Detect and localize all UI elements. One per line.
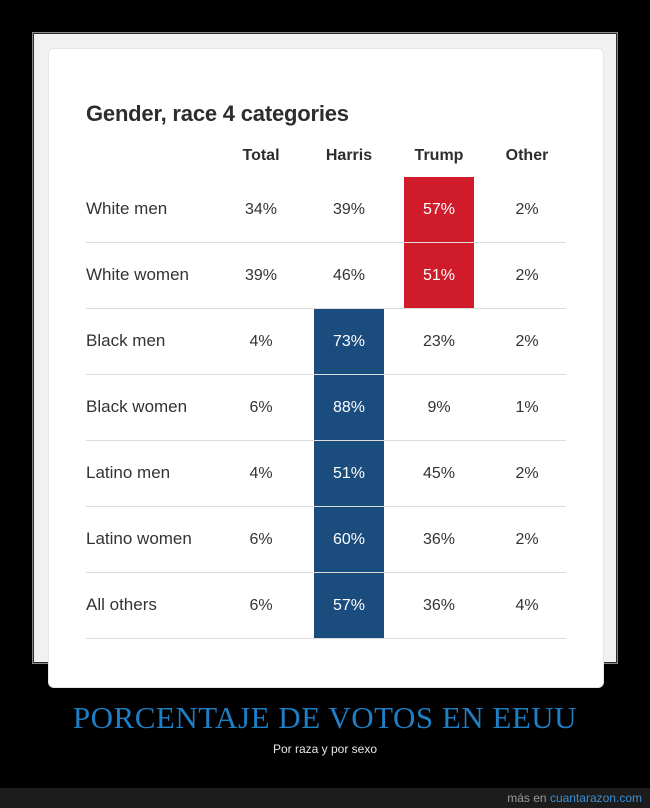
header-harris: Harris [325, 147, 373, 164]
caption-subtitle: Por raza y por sexo [272, 742, 378, 756]
row-label: White men [86, 199, 168, 218]
cell-harris: 88% [314, 375, 384, 441]
cell-other: 2% [515, 531, 539, 548]
cell-harris: 73% [314, 309, 384, 375]
cell-other: 4% [515, 597, 539, 614]
row-label: Latino women [86, 529, 192, 548]
cell-trump: 51% [404, 243, 474, 309]
row-label: Latino men [86, 463, 171, 482]
header-other: Other [505, 147, 549, 164]
table-row: All others 6% 57% 36% 4% [86, 573, 566, 639]
cell-trump: 45% [422, 465, 456, 482]
results-card: Gender, race 4 categories Total Harris T… [48, 48, 604, 688]
cell-trump: 36% [422, 597, 456, 614]
cell-total: 39% [244, 267, 278, 284]
cell-other: 2% [515, 333, 539, 350]
footer-site-link[interactable]: cuantarazon.com [549, 791, 642, 805]
cell-other: 1% [515, 399, 539, 416]
row-label: All others [86, 595, 157, 614]
header-total: Total [242, 147, 280, 164]
footer-prefix: más en [507, 791, 547, 805]
table-row: Latino women 6% 60% 36% 2% [86, 507, 566, 573]
table-row: Black men 4% 73% 23% 2% [86, 309, 566, 375]
table-body: White men 34% 39% 57% 2% White women 39% 46% 51%… [86, 177, 566, 639]
image-frame: Gender, race 4 categories Total Harris T… [32, 32, 618, 688]
row-label: Black women [86, 397, 188, 416]
cell-total: 34% [244, 201, 278, 218]
row-label: White women [86, 265, 189, 284]
cell-trump: 23% [422, 333, 456, 350]
cell-harris: 46% [332, 267, 366, 284]
cell-total: 6% [249, 597, 273, 614]
table-row: White women 39% 46% 51% 2% [86, 243, 566, 309]
cell-harris: 60% [314, 507, 384, 573]
cell-other: 2% [515, 201, 539, 218]
caption-title: PORCENTAJE DE VOTOS EN EEUU [72, 700, 578, 735]
cell-harris: 39% [332, 201, 366, 218]
cell-harris: 57% [314, 573, 384, 639]
cell-other: 2% [515, 267, 539, 284]
cell-trump: 57% [404, 177, 474, 243]
table-header: Total Harris Trump Other [86, 137, 566, 177]
cell-trump: 36% [422, 531, 456, 548]
chart-title: Gender, race 4 categories [86, 101, 349, 126]
cell-total: 4% [249, 465, 273, 482]
cell-other: 2% [515, 465, 539, 482]
table-row: Black women 6% 88% 9% 1% [86, 375, 566, 441]
header-trump: Trump [414, 147, 464, 164]
cell-trump: 9% [427, 399, 451, 416]
cell-total: 6% [249, 399, 273, 416]
footer-bar: más en cuantarazon.com [0, 788, 650, 808]
cell-harris: 51% [314, 441, 384, 507]
table-row: White men 34% 39% 57% 2% [86, 177, 566, 243]
footer-text: más en cuantarazon.com [507, 791, 642, 805]
cell-total: 6% [249, 531, 273, 548]
row-label: Black men [86, 331, 166, 350]
table-row: Latino men 4% 51% 45% 2% [86, 441, 566, 507]
results-table: Total Harris Trump Other White men 34% 39%… [86, 137, 566, 639]
cell-total: 4% [249, 333, 273, 350]
